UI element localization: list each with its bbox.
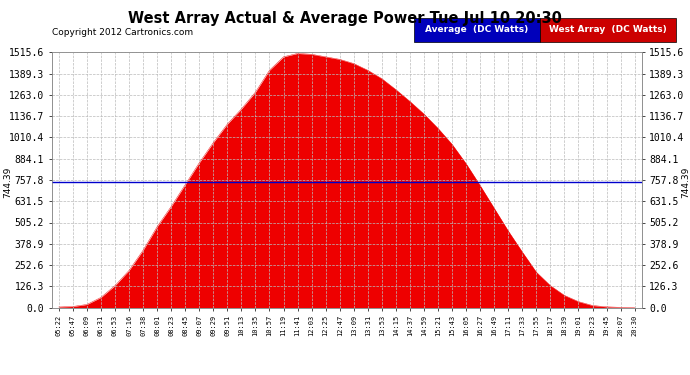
Text: 744.39: 744.39 — [682, 166, 690, 198]
Text: Copyright 2012 Cartronics.com: Copyright 2012 Cartronics.com — [52, 28, 193, 37]
Text: Average  (DC Watts): Average (DC Watts) — [425, 26, 529, 34]
Bar — [414, 18, 540, 42]
Text: West Array  (DC Watts): West Array (DC Watts) — [549, 26, 667, 34]
Text: 744.39: 744.39 — [3, 166, 12, 198]
Bar — [540, 18, 676, 42]
Text: West Array Actual & Average Power Tue Jul 10 20:30: West Array Actual & Average Power Tue Ju… — [128, 11, 562, 26]
